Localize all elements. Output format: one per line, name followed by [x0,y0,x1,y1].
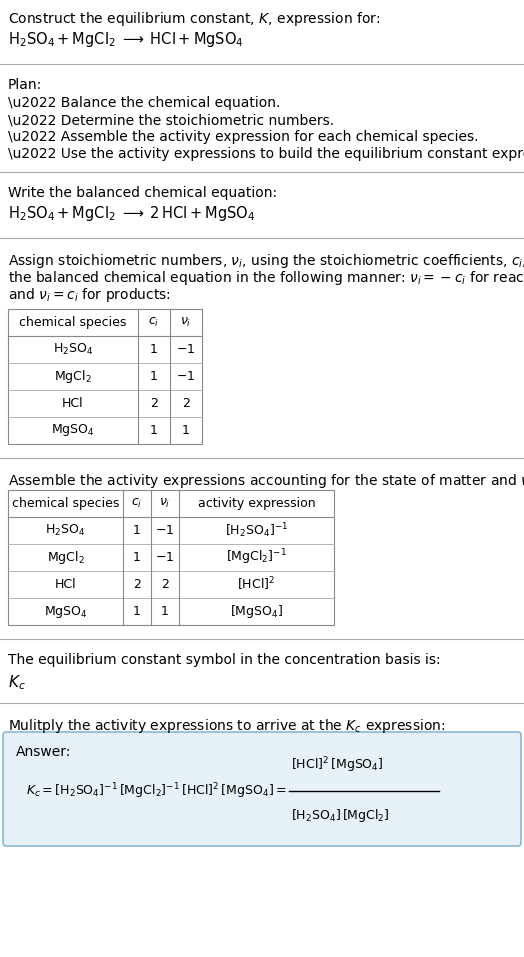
Text: 1: 1 [133,605,141,618]
Text: $[\mathrm{HCl}]^2\,[\mathrm{MgSO_4}]$: $[\mathrm{HCl}]^2\,[\mathrm{MgSO_4}]$ [291,755,384,775]
Text: $[\mathrm{HCl}]^2$: $[\mathrm{HCl}]^2$ [237,576,276,593]
Text: Answer:: Answer: [16,745,71,759]
Text: 1: 1 [133,551,141,564]
Text: \u2022 Use the activity expressions to build the equilibrium constant expression: \u2022 Use the activity expressions to b… [8,147,524,161]
Text: Write the balanced chemical equation:: Write the balanced chemical equation: [8,186,277,200]
Text: $K_c$: $K_c$ [8,673,26,692]
Text: $\mathrm{H_2SO_4 + MgCl_2 \;\longrightarrow\; 2\,HCl + MgSO_4}$: $\mathrm{H_2SO_4 + MgCl_2 \;\longrightar… [8,204,256,223]
Text: 1: 1 [161,605,169,618]
Bar [8,490,334,625]
Text: Mulitply the activity expressions to arrive at the $K_c$ expression:: Mulitply the activity expressions to arr… [8,717,445,735]
Text: $-1$: $-1$ [156,524,174,537]
Text: HCl: HCl [54,578,77,591]
Text: The equilibrium constant symbol in the concentration basis is:: The equilibrium constant symbol in the c… [8,653,441,667]
Text: HCl: HCl [62,397,84,410]
Text: activity expression: activity expression [198,497,315,510]
Text: $\mathrm{H_2SO_4}$: $\mathrm{H_2SO_4}$ [46,523,85,538]
Text: 1: 1 [150,343,158,356]
Text: $\mathrm{MgSO_4}$: $\mathrm{MgSO_4}$ [43,604,88,619]
Text: 1: 1 [150,424,158,437]
Text: 2: 2 [133,578,141,591]
Text: $\mathrm{H_2SO_4}$: $\mathrm{H_2SO_4}$ [53,342,93,357]
Text: chemical species: chemical species [19,316,127,329]
Text: $K_c = [\mathrm{H_2SO_4}]^{-1}\,[\mathrm{MgCl_2}]^{-1}\,[\mathrm{HCl}]^2\,[\math: $K_c = [\mathrm{H_2SO_4}]^{-1}\,[\mathrm… [26,781,287,801]
Text: $-1$: $-1$ [156,551,174,564]
Text: 1: 1 [133,524,141,537]
Text: $c_i$: $c_i$ [148,316,160,329]
Text: Construct the equilibrium constant, $K$, expression for:: Construct the equilibrium constant, $K$,… [8,10,380,28]
Text: \u2022 Determine the stoichiometric numbers.: \u2022 Determine the stoichiometric numb… [8,113,334,127]
Text: and $\nu_i = c_i$ for products:: and $\nu_i = c_i$ for products: [8,286,171,304]
Text: Assign stoichiometric numbers, $\nu_i$, using the stoichiometric coefficients, $: Assign stoichiometric numbers, $\nu_i$, … [8,252,524,270]
Text: 1: 1 [150,370,158,383]
Text: Plan:: Plan: [8,78,42,92]
Text: 2: 2 [161,578,169,591]
Text: $[\mathrm{MgCl_2}]^{-1}$: $[\mathrm{MgCl_2}]^{-1}$ [226,547,287,568]
Text: 1: 1 [182,424,190,437]
Text: $[\mathrm{H_2SO_4}]\,[\mathrm{MgCl_2}]$: $[\mathrm{H_2SO_4}]\,[\mathrm{MgCl_2}]$ [291,807,390,824]
Text: $[\mathrm{H_2SO_4}]^{-1}$: $[\mathrm{H_2SO_4}]^{-1}$ [225,522,288,540]
Text: $\mathrm{MgCl_2}$: $\mathrm{MgCl_2}$ [47,549,84,566]
Text: 2: 2 [150,397,158,410]
Bar [8,309,202,444]
Text: \u2022 Balance the chemical equation.: \u2022 Balance the chemical equation. [8,96,280,110]
Text: Assemble the activity expressions accounting for the state of matter and $\nu_i$: Assemble the activity expressions accoun… [8,472,524,490]
Text: $\mathrm{MgCl_2}$: $\mathrm{MgCl_2}$ [54,368,92,385]
Text: the balanced chemical equation in the following manner: $\nu_i = -c_i$ for react: the balanced chemical equation in the fo… [8,269,524,287]
Text: 2: 2 [182,397,190,410]
Text: $-1$: $-1$ [177,343,195,356]
FancyBboxPatch shape [3,732,521,846]
Text: $-1$: $-1$ [177,370,195,383]
Text: $\mathrm{H_2SO_4 + MgCl_2 \;\longrightarrow\; HCl + MgSO_4}$: $\mathrm{H_2SO_4 + MgCl_2 \;\longrightar… [8,30,244,49]
Text: \u2022 Assemble the activity expression for each chemical species.: \u2022 Assemble the activity expression … [8,130,478,144]
Text: chemical species: chemical species [12,497,119,510]
Text: $\mathrm{MgSO_4}$: $\mathrm{MgSO_4}$ [51,422,95,438]
Text: $[\mathrm{MgSO_4}]$: $[\mathrm{MgSO_4}]$ [230,603,283,620]
Text: $c_i$: $c_i$ [132,497,143,510]
Text: $\nu_i$: $\nu_i$ [159,497,171,510]
Text: $\nu_i$: $\nu_i$ [180,316,192,329]
